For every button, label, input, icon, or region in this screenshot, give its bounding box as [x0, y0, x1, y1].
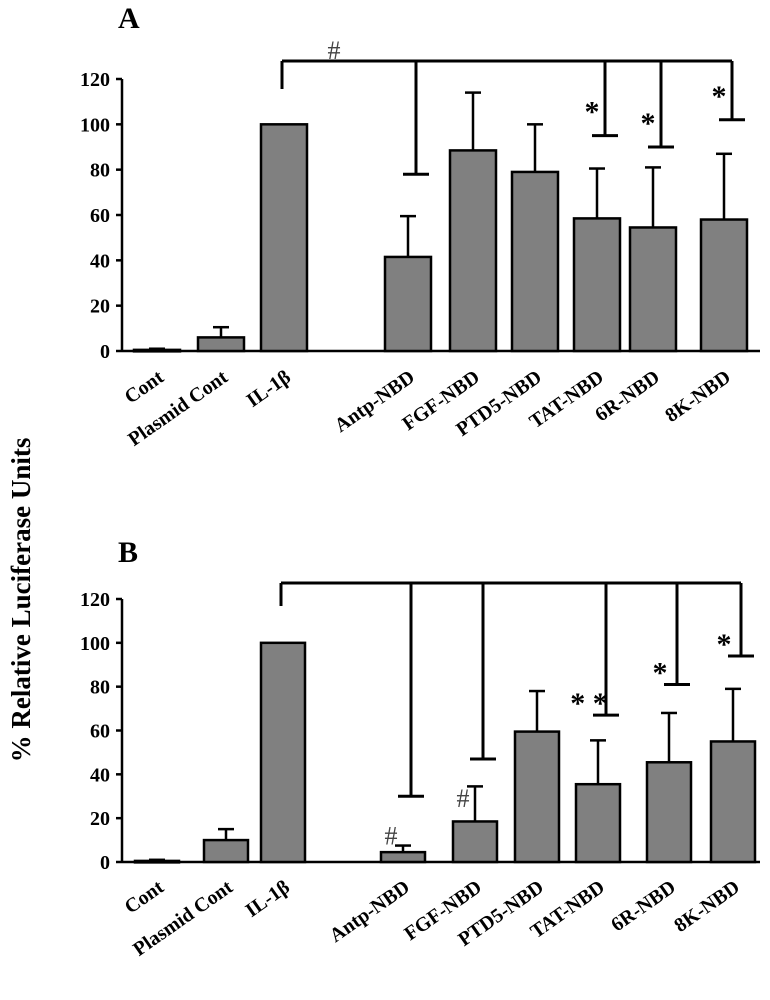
bar-IL-1β [259, 123, 309, 353]
hash-marker: # [328, 36, 341, 65]
y-tick-label: 20 [90, 296, 110, 318]
bar-TAT-NBD [572, 217, 622, 353]
significance-star: * [653, 656, 668, 689]
category-label: Antp-NBD [326, 876, 414, 947]
bar-Antp-NBD [383, 255, 433, 353]
y-tick-label: 80 [90, 677, 110, 699]
significance-star: * [712, 80, 727, 113]
y-tick-label: 80 [90, 160, 110, 182]
bar-FGF-NBD [448, 149, 498, 353]
bar-FGF-NBD [451, 820, 499, 864]
bar-6R-NBD [645, 761, 693, 864]
category-label: Cont [121, 366, 168, 408]
category-label: Cont [121, 876, 168, 918]
bar-Antp-NBD [379, 850, 427, 864]
y-tick-label: 40 [90, 764, 110, 786]
hash-marker: # [457, 784, 470, 813]
bar-TAT-NBD [574, 782, 622, 864]
y-tick-label: 100 [80, 633, 110, 655]
y-tick-label: 60 [90, 721, 110, 743]
y-tick-label: 0 [100, 341, 110, 363]
bar-PTD5-NBD [510, 170, 560, 353]
significance-star: * [641, 107, 656, 140]
y-tick-label: 0 [100, 852, 110, 874]
y-tick-label: 100 [80, 114, 110, 136]
y-tick-label: 120 [80, 589, 110, 611]
y-tick-label: 40 [90, 250, 110, 272]
y-axis-label: % Relative Luciferase Units [6, 438, 36, 763]
category-label: 8K-NBD [661, 366, 735, 427]
y-tick-label: 120 [80, 69, 110, 91]
category-label: 8K-NBD [670, 876, 744, 937]
significance-star: * [585, 96, 600, 129]
y-tick-label: 60 [90, 205, 110, 227]
bar-PTD5-NBD [513, 730, 561, 864]
bar-Cont [133, 859, 181, 864]
category-label: IL-1β [243, 366, 295, 412]
significance-star: * * [570, 687, 608, 720]
significance-star: * [717, 628, 732, 661]
y-tick-label: 20 [90, 808, 110, 830]
bar-Plasmid Cont [202, 838, 250, 864]
category-label: 6R-NBD [607, 876, 680, 936]
bar-8K-NBD [699, 218, 749, 353]
category-label: IL-1β [242, 876, 294, 922]
panel-label: B [118, 536, 138, 569]
bar-8K-NBD [709, 740, 757, 864]
bar-6R-NBD [628, 226, 678, 353]
category-label: 6R-NBD [591, 366, 664, 426]
panel-label: A [118, 2, 140, 35]
bar-IL-1β [259, 641, 307, 864]
hash-marker: # [385, 821, 398, 850]
bar-Plasmid Cont [196, 336, 246, 353]
bar-Cont [132, 348, 182, 353]
